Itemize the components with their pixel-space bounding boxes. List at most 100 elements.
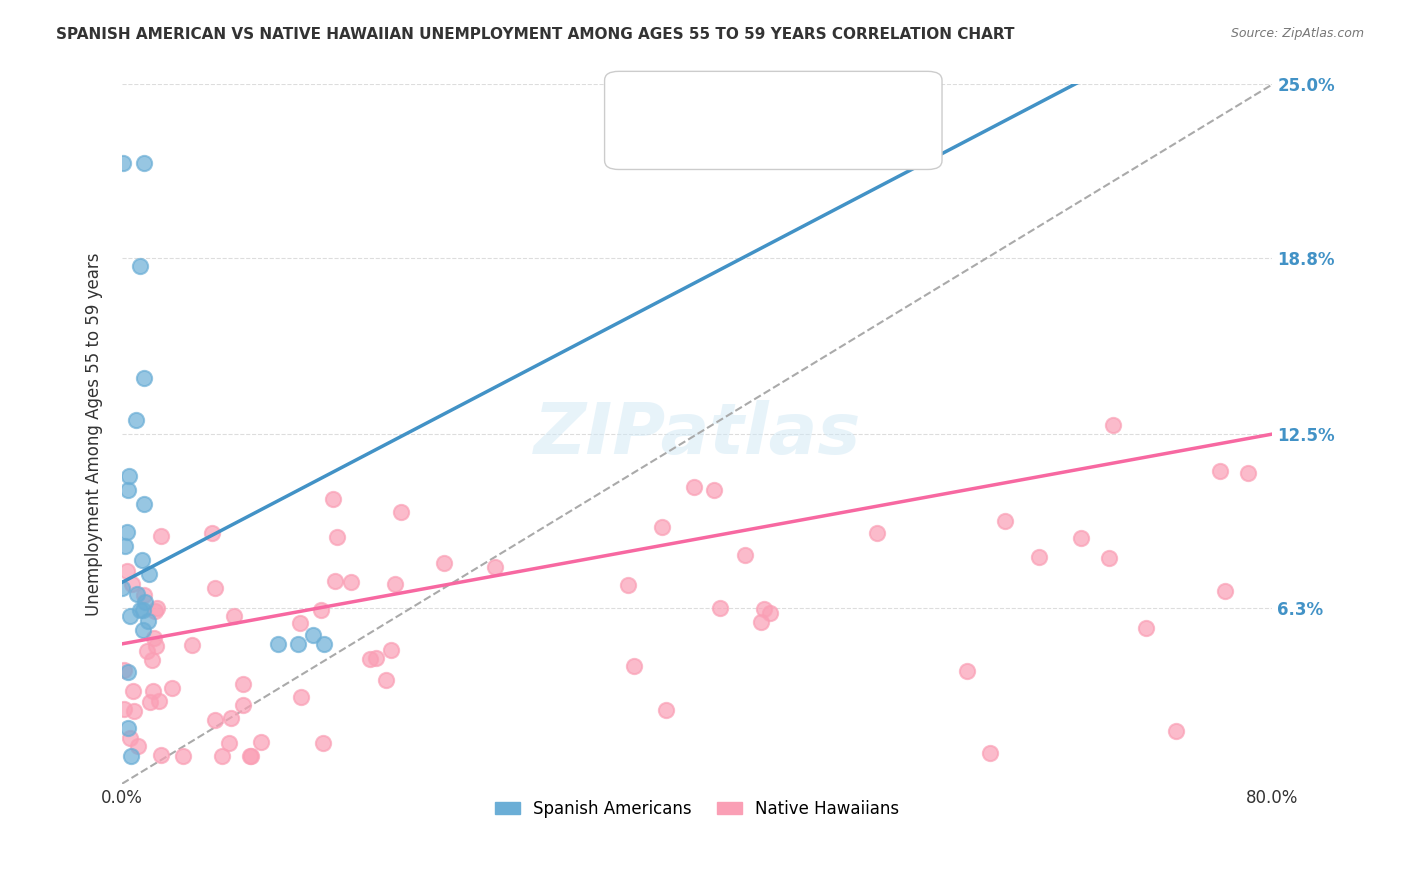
Point xyxy=(132,603,155,617)
Point xyxy=(267,637,290,651)
Point xyxy=(301,628,323,642)
Point xyxy=(866,526,889,541)
Point xyxy=(132,371,155,385)
Point xyxy=(651,520,673,534)
Text: Source: ZipAtlas.com: Source: ZipAtlas.com xyxy=(1230,27,1364,40)
Point xyxy=(1070,531,1092,545)
Point xyxy=(623,658,645,673)
Point xyxy=(751,615,773,629)
Point xyxy=(120,748,142,763)
Point xyxy=(112,663,135,677)
Point xyxy=(117,665,139,679)
Point xyxy=(433,556,456,570)
Point xyxy=(143,631,166,645)
Point xyxy=(290,690,312,705)
Point xyxy=(134,155,156,169)
Point xyxy=(132,497,155,511)
Point xyxy=(240,748,263,763)
Point xyxy=(120,608,142,623)
Point xyxy=(117,483,139,497)
Point xyxy=(200,525,222,540)
Point xyxy=(288,615,311,630)
Point xyxy=(134,588,156,602)
Point xyxy=(149,747,172,762)
Point xyxy=(1166,724,1188,739)
Point xyxy=(1097,551,1119,566)
Point xyxy=(142,683,165,698)
Point xyxy=(340,574,363,589)
Text: ZIPatlas: ZIPatlas xyxy=(533,400,860,468)
Point xyxy=(141,652,163,666)
Point xyxy=(979,747,1001,761)
Point xyxy=(172,748,194,763)
Point xyxy=(218,736,240,750)
Point xyxy=(364,650,387,665)
Point xyxy=(239,748,262,763)
Point xyxy=(709,600,731,615)
Point xyxy=(484,560,506,574)
Point xyxy=(160,681,183,696)
Point xyxy=(204,714,226,728)
Point xyxy=(384,576,406,591)
Point xyxy=(148,694,170,708)
Point xyxy=(120,731,142,746)
Point xyxy=(655,703,678,717)
Point xyxy=(222,609,245,624)
Point xyxy=(375,673,398,687)
Point xyxy=(994,514,1017,528)
Point xyxy=(117,469,139,483)
Point xyxy=(149,529,172,543)
Point xyxy=(138,615,160,629)
Point xyxy=(139,695,162,709)
Point xyxy=(129,259,152,273)
Point xyxy=(121,577,143,591)
Point xyxy=(131,553,153,567)
Point xyxy=(312,637,335,651)
Point xyxy=(1028,549,1050,564)
Point xyxy=(122,684,145,698)
Point xyxy=(115,564,138,578)
Point xyxy=(125,413,148,427)
Point xyxy=(145,639,167,653)
Point xyxy=(111,581,134,595)
Point xyxy=(146,600,169,615)
Point xyxy=(389,505,412,519)
Point xyxy=(1102,418,1125,433)
Point xyxy=(311,602,333,616)
Point xyxy=(112,701,135,715)
Point xyxy=(617,577,640,591)
Point xyxy=(734,549,756,563)
Point xyxy=(181,638,204,652)
Point xyxy=(117,721,139,735)
Point xyxy=(249,735,271,749)
Point xyxy=(111,155,134,169)
Point xyxy=(131,623,153,637)
Point xyxy=(204,581,226,595)
Point xyxy=(322,492,344,507)
Point xyxy=(956,665,979,679)
Point xyxy=(326,530,349,544)
Point xyxy=(1237,467,1260,481)
Point xyxy=(128,603,150,617)
Point xyxy=(232,677,254,691)
Point xyxy=(380,643,402,657)
Legend: Spanish Americans, Native Hawaiians: Spanish Americans, Native Hawaiians xyxy=(488,793,905,824)
Point xyxy=(211,748,233,763)
Point xyxy=(1209,464,1232,478)
Point xyxy=(125,586,148,600)
Y-axis label: Unemployment Among Ages 55 to 59 years: Unemployment Among Ages 55 to 59 years xyxy=(86,252,103,615)
Point xyxy=(703,483,725,497)
Point xyxy=(287,637,309,651)
Point xyxy=(138,566,160,581)
Point xyxy=(359,652,381,666)
Point xyxy=(127,739,149,754)
Point xyxy=(145,604,167,618)
Point xyxy=(759,606,782,620)
Point xyxy=(122,704,145,718)
Point xyxy=(115,524,138,539)
Point xyxy=(312,735,335,749)
Point xyxy=(323,574,346,589)
Point xyxy=(232,698,254,712)
Point xyxy=(219,711,242,725)
Point xyxy=(136,644,159,658)
